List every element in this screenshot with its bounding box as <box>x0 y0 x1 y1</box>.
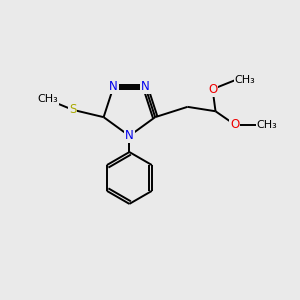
Text: N: N <box>141 80 150 93</box>
Text: CH₃: CH₃ <box>257 119 278 130</box>
Text: CH₃: CH₃ <box>37 94 58 104</box>
Text: CH₃: CH₃ <box>235 75 255 85</box>
Text: O: O <box>208 83 217 96</box>
Text: S: S <box>69 103 76 116</box>
Text: N: N <box>125 129 134 142</box>
Text: O: O <box>230 118 239 131</box>
Text: N: N <box>109 80 118 93</box>
